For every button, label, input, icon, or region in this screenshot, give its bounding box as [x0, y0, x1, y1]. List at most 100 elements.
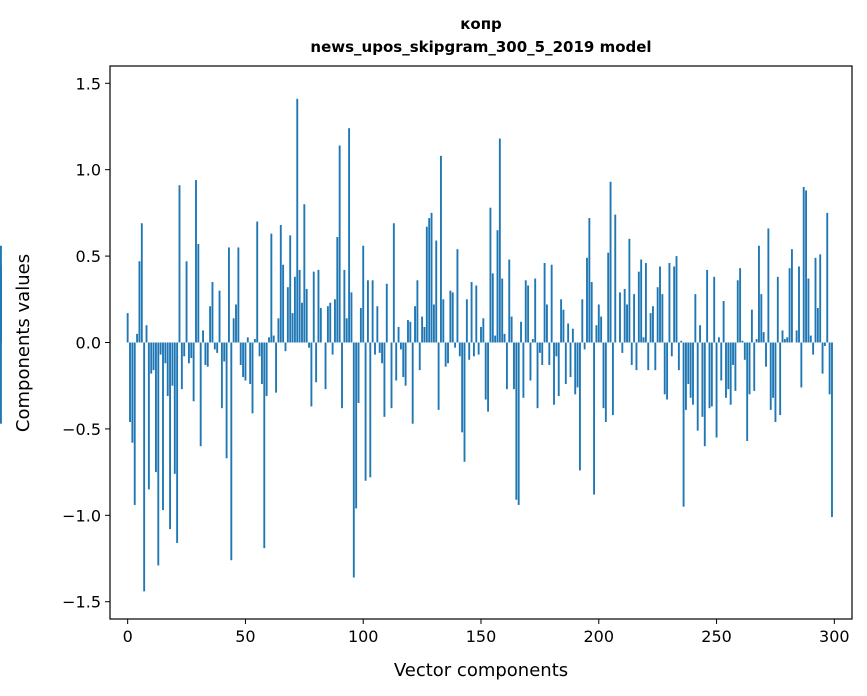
- bar: [265, 342, 268, 397]
- bar: [258, 342, 261, 357]
- bar: [505, 342, 508, 390]
- bar: [670, 342, 673, 357]
- bar: [546, 304, 548, 343]
- bar: [326, 306, 329, 343]
- bar: [564, 342, 567, 384]
- bar: [635, 342, 638, 371]
- bar: [428, 218, 431, 343]
- bar: [220, 342, 223, 409]
- bar: [456, 249, 459, 343]
- bar: [199, 342, 202, 447]
- bar: [228, 247, 230, 343]
- bar: [541, 342, 544, 365]
- bar: [668, 263, 671, 343]
- bar: [392, 223, 395, 343]
- bar: [531, 339, 534, 343]
- bar: [758, 245, 760, 343]
- bar: [729, 342, 732, 405]
- bar: [411, 342, 414, 424]
- bar: [126, 313, 129, 343]
- bar: [788, 268, 791, 343]
- bar: [414, 306, 416, 343]
- bar: [362, 245, 365, 343]
- bar: [527, 285, 530, 343]
- bar: [828, 342, 831, 395]
- chart-title: копр: [460, 15, 502, 33]
- bar: [524, 280, 527, 343]
- bar: [303, 204, 306, 343]
- bar: [798, 266, 800, 343]
- bar: [195, 180, 197, 343]
- plot-frame: [109, 65, 853, 620]
- bar: [442, 299, 445, 343]
- bar: [371, 280, 374, 343]
- bar: [399, 342, 402, 350]
- bar: [480, 326, 482, 343]
- bar: [305, 288, 308, 343]
- bar: [755, 339, 758, 343]
- bar: [176, 342, 179, 543]
- bar: [614, 214, 617, 343]
- bar: [583, 342, 586, 350]
- bar: [809, 335, 812, 343]
- bar: [741, 340, 744, 343]
- bar: [289, 235, 292, 343]
- bar: [461, 342, 464, 433]
- bar: [293, 276, 296, 343]
- bar: [569, 342, 572, 378]
- bar: [713, 276, 716, 343]
- bar: [696, 342, 699, 431]
- bar: [477, 342, 480, 355]
- bar: [235, 304, 237, 343]
- bar: [703, 342, 706, 447]
- bar: [348, 128, 351, 343]
- bar: [147, 342, 150, 490]
- bar: [774, 342, 777, 422]
- bar: [727, 342, 730, 390]
- bar: [557, 342, 560, 397]
- bar: [230, 342, 233, 561]
- bar: [206, 342, 209, 367]
- bar: [272, 335, 275, 343]
- bar: [185, 261, 188, 343]
- bar: [312, 271, 315, 343]
- bar: [395, 342, 398, 381]
- bar: [150, 342, 153, 374]
- bar: [560, 299, 563, 343]
- bar: [178, 185, 181, 343]
- bar: [409, 321, 412, 343]
- bar: [482, 318, 485, 343]
- bar: [451, 292, 454, 343]
- bar: [129, 342, 131, 422]
- bar: [190, 342, 193, 359]
- bar: [397, 326, 400, 343]
- bar: [496, 230, 499, 343]
- bar: [590, 282, 593, 343]
- bar: [136, 333, 139, 343]
- bar: [246, 337, 249, 343]
- bar: [268, 337, 270, 343]
- bar: [284, 342, 287, 352]
- bar: [352, 342, 355, 578]
- x-tick-label: 0: [123, 627, 133, 646]
- x-tick-label: 200: [584, 627, 615, 646]
- bar: [260, 342, 263, 384]
- bar: [301, 302, 303, 343]
- bar: [162, 342, 164, 511]
- bar: [378, 342, 381, 353]
- bar: [534, 278, 537, 343]
- bar: [197, 244, 200, 343]
- bar: [487, 342, 489, 412]
- bar: [282, 264, 285, 343]
- bar: [183, 342, 186, 357]
- bar: [513, 342, 515, 390]
- bar: [239, 342, 242, 365]
- bar: [225, 342, 228, 459]
- bar: [753, 342, 756, 391]
- bar: [423, 326, 426, 343]
- y-tick-label: 0.0: [76, 334, 101, 353]
- bar: [769, 342, 772, 410]
- bar: [341, 342, 343, 409]
- bar: [187, 342, 190, 364]
- bar: [404, 342, 407, 386]
